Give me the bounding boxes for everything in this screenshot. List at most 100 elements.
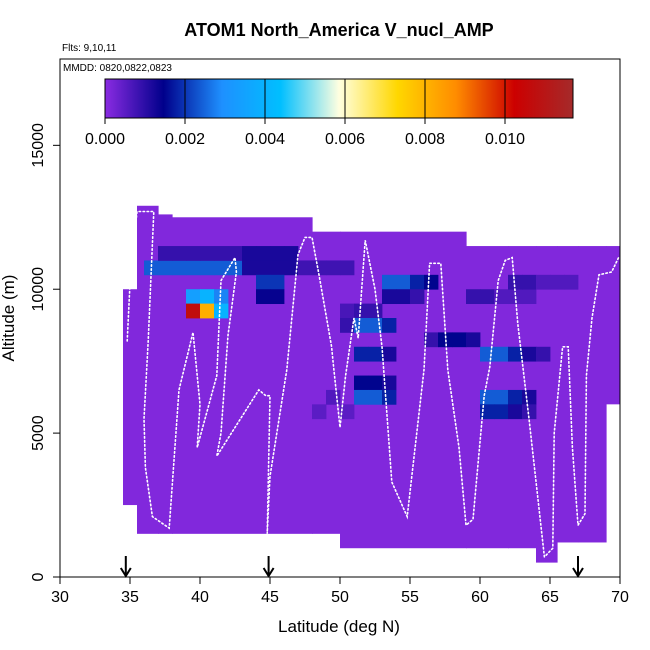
x-tick-label: 70 <box>611 589 629 606</box>
heatmap-cell <box>550 274 565 290</box>
heatmap-cell <box>396 274 411 290</box>
flight-track-line <box>126 210 620 559</box>
heatmap-cell <box>186 289 201 305</box>
heatmap-cell <box>452 332 467 348</box>
flight-track <box>126 210 620 559</box>
x-tick-label: 50 <box>331 589 349 606</box>
heatmap-cell <box>354 318 369 333</box>
heatmap-cell <box>144 260 159 276</box>
heatmap-cell <box>270 289 285 305</box>
y-tick-label: 10000 <box>30 267 47 312</box>
colorbar-tick-label: 0.002 <box>165 131 205 148</box>
heatmap-cell <box>172 246 187 261</box>
heatmap-cell <box>382 318 397 333</box>
heatmap-cell <box>536 346 551 362</box>
heatmap-cell <box>368 303 383 319</box>
colorbar-ticks: 0.000 0.002 0.004 0.006 0.008 0.010 <box>85 79 525 148</box>
down-arrow-icon <box>119 556 132 578</box>
x-tick-label: 30 <box>51 589 69 606</box>
heatmap-cell <box>200 246 215 261</box>
coverage-block <box>557 246 579 543</box>
heatmap-cell <box>466 289 481 305</box>
heatmap-cell <box>424 332 439 348</box>
coverage-block <box>578 246 607 543</box>
colorbar-tick-label: 0.008 <box>405 131 445 148</box>
heatmap-cell <box>382 389 397 405</box>
heatmap-cell <box>242 260 257 276</box>
colorbar-tick-label: 0.000 <box>85 131 125 148</box>
heatmap-cell <box>172 260 187 276</box>
down-arrow-icon <box>572 556 584 578</box>
heatmap-cell <box>326 260 341 276</box>
y-axis-label: Altitude (m) <box>0 275 18 362</box>
heatmap-cell <box>312 404 327 420</box>
heatmap-cell <box>284 246 299 261</box>
heatmap-cell <box>368 318 383 333</box>
heatmap-cell <box>158 246 173 261</box>
heatmap-cell <box>340 404 355 420</box>
heatmap-cell <box>382 346 397 362</box>
heatmap-cell <box>354 389 369 405</box>
heatmap-cell <box>368 346 383 362</box>
x-tick-label: 40 <box>191 589 209 606</box>
y-tick-label: 0 <box>30 572 47 581</box>
colorbar-tick-label: 0.010 <box>485 131 525 148</box>
heatmap-cell <box>368 389 383 405</box>
heatmap-cell <box>354 303 369 319</box>
x-tick-label: 45 <box>261 589 279 606</box>
heatmap-cell <box>256 274 271 290</box>
heatmap-cell <box>340 303 355 319</box>
heatmap-cell <box>508 404 523 420</box>
heatmap-cell <box>522 389 537 405</box>
x-tick-label: 35 <box>121 589 139 606</box>
coverage-block <box>606 246 620 405</box>
heatmap-cell <box>410 274 425 290</box>
heatmap-cell <box>256 260 271 276</box>
heatmap-cell <box>270 260 285 276</box>
heatmap-cell <box>522 289 537 305</box>
x-tick-label: 55 <box>401 589 419 606</box>
heatmap-cell <box>466 332 481 348</box>
heatmap-cell <box>522 274 537 290</box>
heatmap-cell <box>396 289 411 305</box>
coverage-block <box>536 246 558 563</box>
heatmap-cell <box>480 346 495 362</box>
heatmap-cell <box>480 389 495 405</box>
heatmap-cell <box>298 260 313 276</box>
heatmap-cell <box>494 389 509 405</box>
heatmap-cell <box>214 246 229 261</box>
heatmap-cell <box>494 289 509 305</box>
heatmap-cell <box>508 346 523 362</box>
heatmap-cell <box>256 289 271 305</box>
x-axis: 30 35 40 45 50 55 60 65 70 <box>51 577 629 606</box>
heatmap-cell <box>522 346 537 362</box>
heatmap-cell <box>200 289 215 305</box>
heatmap-cell <box>214 289 229 305</box>
heatmap-cell <box>536 274 551 290</box>
heatmap-cell <box>354 375 369 391</box>
coverage-block <box>137 205 159 534</box>
heatmap-cell <box>354 346 369 362</box>
heatmap-cell <box>242 246 257 261</box>
dates-label: MMDD: 0820,0822,0823 <box>63 63 172 74</box>
heatmap-cell <box>522 404 537 420</box>
x-tick-label: 60 <box>471 589 489 606</box>
heatmap-cell <box>494 346 509 362</box>
heatmap-cell <box>382 274 397 290</box>
heatmap-cell <box>228 246 243 261</box>
flight-arrows <box>119 556 584 578</box>
heatmap-cell <box>200 260 215 276</box>
heatmap-cell <box>424 274 439 290</box>
heatmap-cell <box>312 260 327 276</box>
heatmap-cell <box>368 375 383 391</box>
down-arrow-icon <box>262 556 275 578</box>
colorbar-tick-label: 0.004 <box>245 131 285 148</box>
heatmap-cell <box>508 389 523 405</box>
heatmap-cell <box>326 389 341 405</box>
heatmap-cell <box>186 303 201 319</box>
heatmap-cell <box>494 404 509 420</box>
heatmap-cell <box>480 289 495 305</box>
heatmap-cell <box>382 289 397 305</box>
x-axis-label: Latitude (deg N) <box>278 617 400 636</box>
coverage-block <box>123 289 138 506</box>
